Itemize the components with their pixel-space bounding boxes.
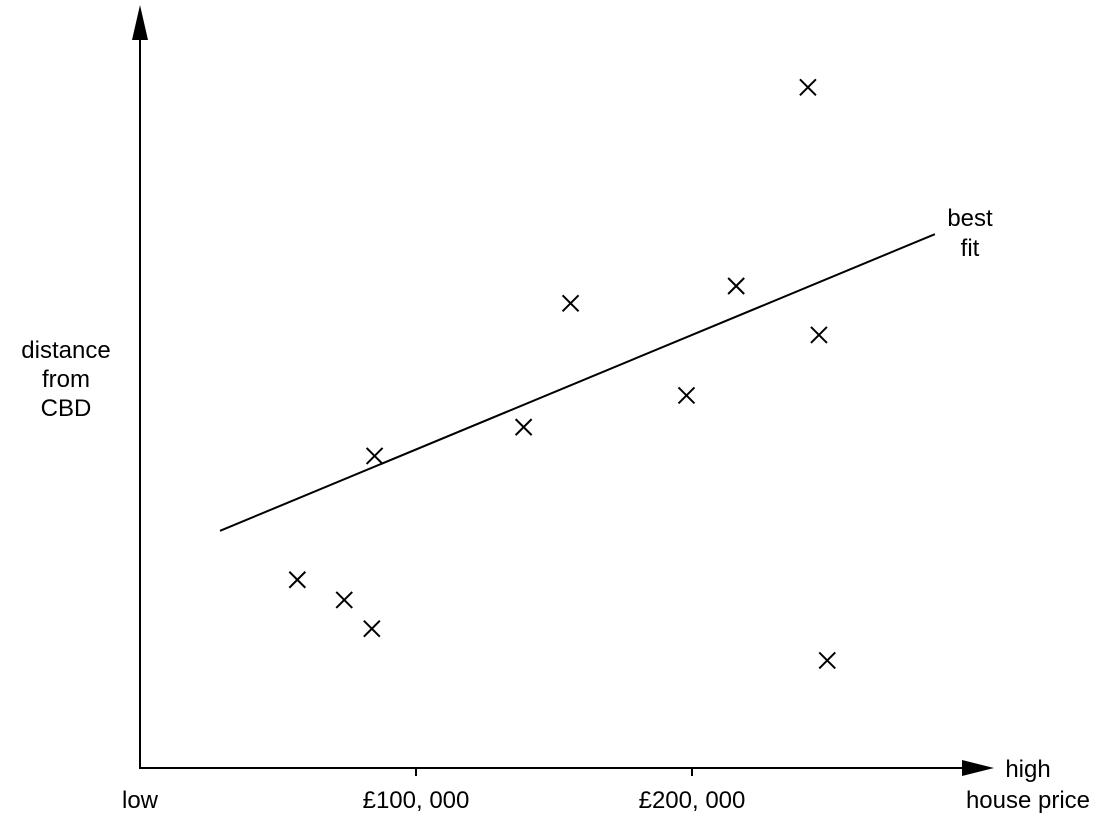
y-axis-label-line-1: distance — [21, 337, 110, 364]
data-point-5 — [561, 294, 580, 312]
x-axis-arrowhead — [962, 760, 994, 776]
best-fit-label-line-2: fit — [961, 235, 980, 262]
data-point-9 — [810, 326, 828, 344]
x-ticks: £100, 000 £200, 000 — [363, 768, 746, 814]
x-tick-label-0: £100, 000 — [363, 787, 470, 814]
axes — [132, 5, 994, 776]
data-point-10 — [818, 651, 836, 670]
data-point-0 — [288, 571, 307, 589]
data-points — [288, 78, 836, 670]
x-axis-label-high: high — [1005, 756, 1050, 783]
x-axis-label-low: low — [122, 787, 159, 814]
data-point-8 — [799, 78, 817, 96]
data-point-6 — [677, 386, 696, 405]
y-axis-label-line-2: from — [42, 366, 90, 393]
axis-labels: distance from CBD high house price low b… — [21, 205, 1090, 814]
best-fit-line — [219, 233, 936, 532]
data-point-3 — [365, 447, 384, 465]
data-point-1 — [335, 591, 353, 609]
y-axis-arrowhead — [132, 5, 148, 40]
x-axis-label-house-price: house price — [966, 787, 1090, 814]
y-axis-label-line-3: CBD — [41, 395, 92, 422]
best-fit-label-line-1: best — [947, 205, 993, 232]
data-point-2 — [363, 620, 381, 638]
data-point-7 — [727, 277, 745, 295]
best-fit-group — [219, 233, 936, 532]
x-tick-label-1: £200, 000 — [639, 787, 746, 814]
data-point-4 — [514, 418, 533, 436]
